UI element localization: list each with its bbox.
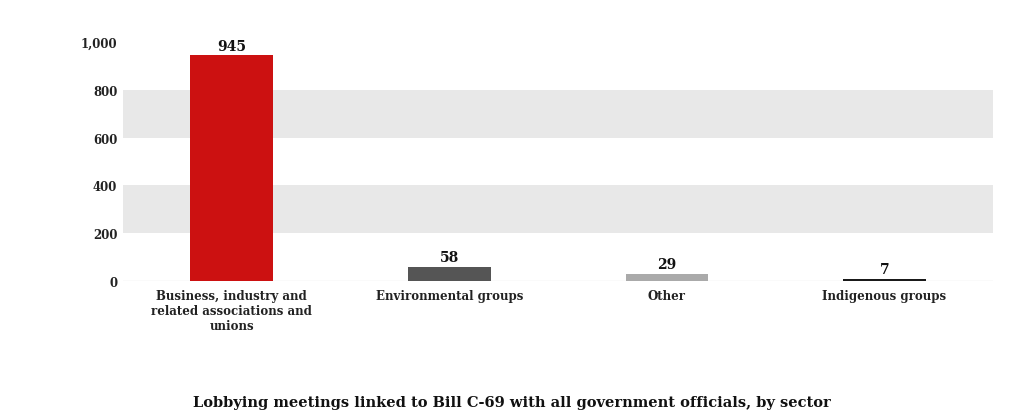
Bar (123, 91, 993, 138)
Bar (843, 279, 926, 281)
Text: Lobbying meetings linked to Bill C-69 with all government officials, by sector: Lobbying meetings linked to Bill C-69 wi… (194, 395, 830, 409)
Text: 945: 945 (217, 39, 246, 53)
Text: 29: 29 (657, 257, 677, 271)
Text: 7: 7 (880, 262, 889, 276)
Text: 58: 58 (439, 250, 459, 264)
Bar (190, 56, 273, 281)
Bar (408, 267, 490, 281)
Bar (123, 186, 993, 233)
Bar (626, 274, 709, 281)
